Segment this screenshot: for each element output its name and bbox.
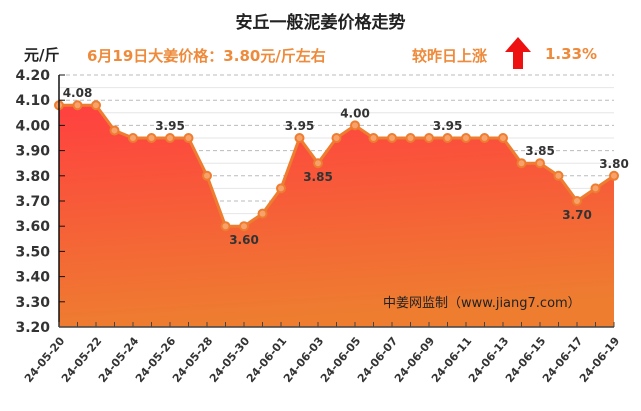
y-tick-label: 3.60 [15, 219, 50, 235]
up-arrow-icon [505, 37, 531, 69]
data-points [54, 100, 619, 232]
data-label: 3.70 [562, 208, 592, 222]
y-tick-label: 4.20 [15, 68, 50, 84]
y-tick-label: 3.70 [15, 194, 50, 210]
data-point [276, 183, 286, 194]
data-point [387, 133, 397, 143]
data-label: 3.85 [303, 170, 333, 184]
y-tick-label: 3.80 [15, 169, 50, 185]
area-fill [59, 105, 614, 328]
data-point [405, 133, 416, 143]
y-tick-label: 3.30 [15, 295, 50, 311]
data-point [257, 208, 268, 219]
data-point [479, 133, 490, 143]
data-label: 3.95 [285, 119, 315, 133]
y-tick-label: 3.50 [15, 244, 50, 260]
watermark: 中姜网监制（www.jiang7.com） [383, 296, 581, 311]
data-label: 3.95 [433, 119, 463, 133]
data-point [313, 158, 323, 169]
data-point [72, 100, 83, 111]
data-point [590, 183, 601, 194]
data-point [424, 133, 434, 143]
data-point [146, 133, 157, 143]
y-tick-label: 3.20 [15, 320, 50, 336]
data-point [461, 133, 471, 143]
data-point [535, 158, 545, 169]
data-label: 4.08 [63, 86, 93, 100]
chart-title: 安丘一般泥姜价格走势 [235, 13, 406, 33]
price-note: 6月19日大姜价格：3.80元/斤左右 [87, 47, 326, 65]
data-point [553, 170, 564, 181]
data-point [294, 133, 305, 143]
y-axis-unit: 元/斤 [24, 46, 60, 64]
y-tick-label: 4.00 [15, 118, 50, 134]
data-labels: 4.08 3.95 3.60 3.95 3.85 4.00 3.95 3.85 3.70 3.80 [63, 86, 629, 247]
data-label: 3.95 [155, 119, 185, 133]
data-point [331, 133, 342, 143]
data-point [91, 100, 101, 111]
data-point [516, 158, 527, 169]
data-point [572, 196, 582, 206]
change-percent: 1.33% [545, 45, 598, 63]
data-point [442, 133, 453, 143]
data-point [498, 133, 508, 143]
change-label: 较昨日上涨 [412, 47, 488, 65]
data-label: 4.00 [340, 106, 370, 120]
data-label: 3.85 [525, 144, 555, 158]
data-point [239, 221, 249, 232]
data-point [128, 133, 138, 143]
data-point [609, 170, 619, 181]
data-label: 3.60 [229, 233, 259, 247]
data-point [183, 133, 194, 143]
data-point [165, 133, 175, 143]
data-point [109, 125, 120, 136]
data-point [350, 120, 360, 131]
y-tick-label: 4.10 [15, 93, 50, 109]
data-point [368, 133, 379, 143]
data-point [220, 221, 231, 232]
y-tick-label: 3.40 [15, 270, 50, 286]
data-point [202, 170, 212, 181]
y-tick-label: 3.90 [15, 144, 50, 160]
data-label: 3.80 [599, 157, 629, 171]
